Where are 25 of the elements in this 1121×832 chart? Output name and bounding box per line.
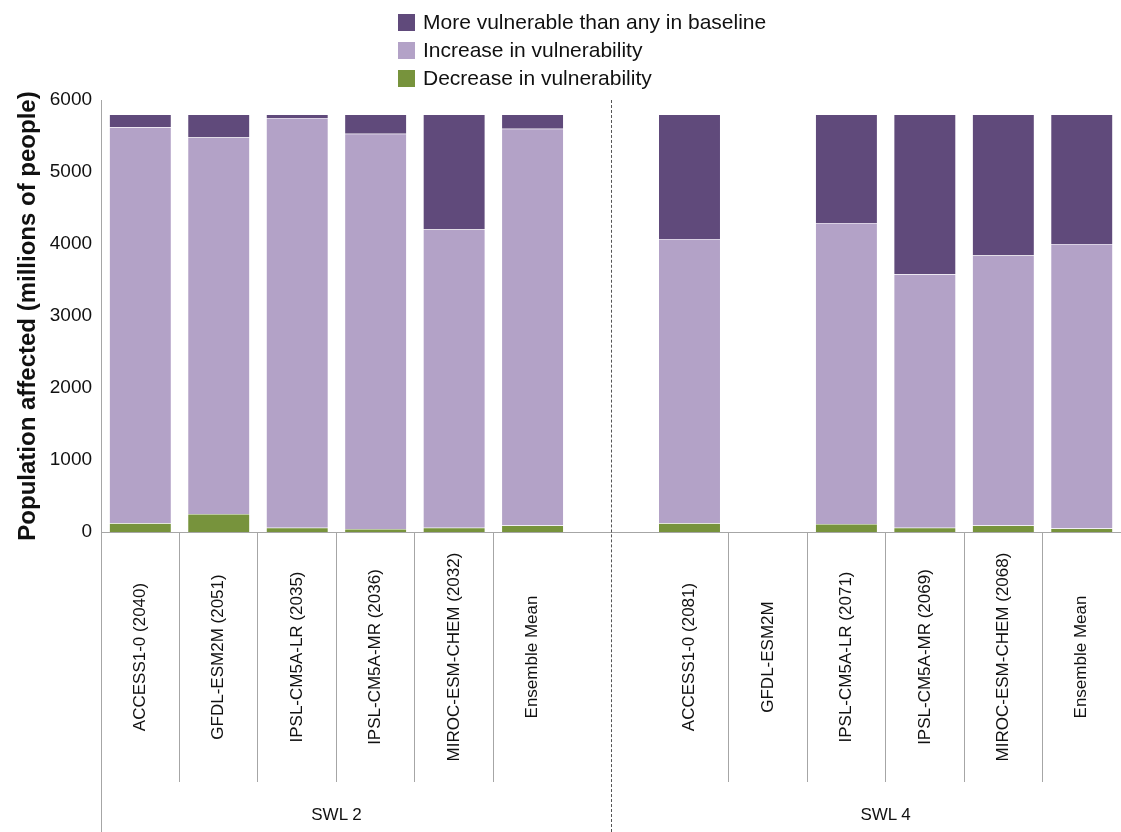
legend-label: More vulnerable than any in baseline <box>423 10 767 34</box>
x-tick-label: Ensemble Mean <box>522 595 542 719</box>
y-tick-label: 1000 <box>49 448 93 470</box>
x-tick-label: MIROC-ESM-CHEM (2032) <box>443 552 463 762</box>
x-tick-label: IPSL-CM5A-LR (2035) <box>286 571 306 743</box>
x-tick-label: ACCESS1-0 (2040) <box>129 582 149 732</box>
text: SWL 2 <box>311 804 362 824</box>
y-axis-title: Population affected (millions of people) <box>13 91 41 541</box>
text: SWL 4 <box>860 804 911 824</box>
y-tick-label: 6000 <box>49 88 93 110</box>
y-tick-label: 2000 <box>49 376 93 398</box>
legend-label: Increase in vulnerability <box>423 38 643 62</box>
y-tick-label: 0 <box>81 520 93 542</box>
x-tick-label: GFDL-ESM2M <box>757 601 777 713</box>
x-tick-label: MIROC-ESM-CHEM (2068) <box>993 552 1012 762</box>
y-tick-label: 3000 <box>49 304 93 326</box>
x-tick-label: ACCESS1-0 (2081) <box>679 582 699 732</box>
x-tick-label: IPSL-CM5A-MR (2036) <box>365 569 385 745</box>
legend-label: Decrease in vulnerability <box>423 66 652 90</box>
y-tick-label: 5000 <box>49 160 93 182</box>
y-tick-label: 4000 <box>49 232 93 254</box>
x-tick-label: Ensemble Mean <box>1071 595 1091 719</box>
x-tick-label: IPSL-CM5A-MR (2069) <box>914 569 934 745</box>
x-tick-label: IPSL-CM5A-LR (2071) <box>836 571 856 743</box>
x-tick-label: GFDL-ESM2M (2051) <box>208 574 228 740</box>
